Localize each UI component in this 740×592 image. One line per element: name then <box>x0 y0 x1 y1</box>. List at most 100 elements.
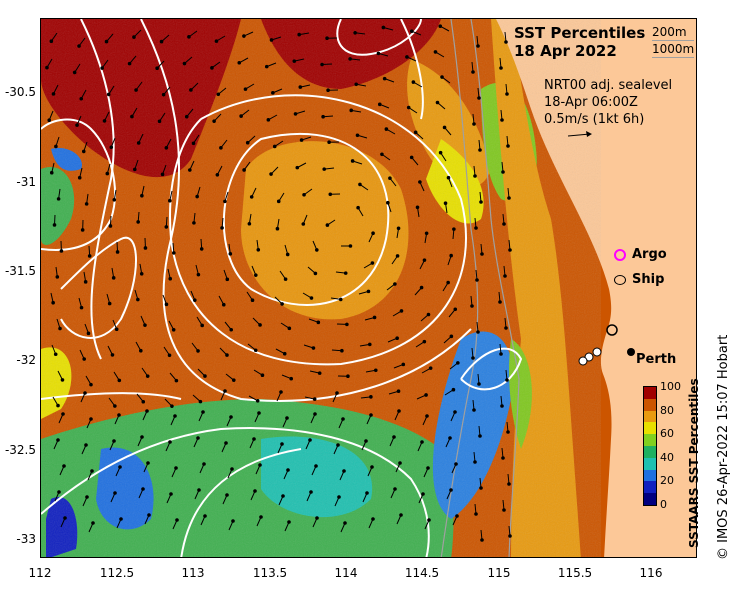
current-arrow-head <box>60 378 65 382</box>
current-arrow-head <box>393 282 397 286</box>
current-arrow-head <box>499 352 503 356</box>
current-arrow-head <box>325 36 329 41</box>
depth-200m-label: 200m <box>652 24 695 41</box>
current-arrow-head <box>298 85 303 89</box>
current-arrow-head <box>259 515 263 519</box>
current-arrow-head <box>348 57 352 61</box>
ship-marker-icon <box>614 274 626 285</box>
current-arrow-head <box>164 225 169 229</box>
current-arrow-head <box>424 231 429 236</box>
x-tick-label: 114.5 <box>404 566 440 580</box>
current-arrow-head <box>141 399 146 404</box>
x-tick-label: 116 <box>639 566 663 580</box>
current-arrow-head <box>139 272 144 276</box>
current-arrow-head <box>250 298 255 303</box>
current-arrow-head <box>422 339 427 344</box>
current-arrow-head <box>371 231 375 236</box>
current-arrow-head <box>350 159 355 163</box>
current-arrow-head <box>171 327 176 332</box>
current-arrow-head <box>282 351 287 356</box>
depth-contour-legend: 200m 1000m <box>652 24 695 58</box>
ship-marker-4 <box>578 356 588 366</box>
current-arrow-head <box>297 32 301 37</box>
current-arrow-head <box>381 25 386 30</box>
current-arrow-head <box>175 518 179 522</box>
current-arrow-head <box>271 91 275 95</box>
current-arrow-head <box>145 374 150 378</box>
colorbar-segment <box>644 493 656 505</box>
current-arrow-head <box>225 493 229 497</box>
current-arrow-head <box>317 371 322 375</box>
current-arrow-head <box>136 141 141 145</box>
colorbar-title: SSTAARS SST Percentiles <box>687 378 701 548</box>
current-arrow-head <box>507 196 511 200</box>
current-arrow-head <box>100 66 104 70</box>
current-arrow-head <box>51 92 56 96</box>
current-arrow-head <box>49 170 54 175</box>
current-arrow-head <box>281 494 285 498</box>
x-tick-label: 113.5 <box>252 566 288 580</box>
current-arrow-head <box>56 438 60 442</box>
map-title: SST Percentiles 18 Apr 2022 <box>514 24 645 60</box>
current-arrow-head <box>89 382 93 387</box>
current-arrow-head <box>451 387 456 392</box>
current-arrow-head <box>370 465 374 469</box>
colorbar-tick: 20 <box>660 474 674 487</box>
current-arrow-head <box>109 145 114 150</box>
current-arrow-head <box>107 301 112 306</box>
title-line-1: SST Percentiles <box>514 24 646 42</box>
current-arrow-head <box>508 248 512 252</box>
model-time: 18-Apr 06:00Z <box>544 95 638 110</box>
current-arrow-head <box>285 252 290 257</box>
current-arrow-head <box>83 391 87 395</box>
current-arrow-head <box>446 175 451 180</box>
current-arrow-head <box>442 125 447 130</box>
current-arrow-head <box>167 353 172 358</box>
current-arrow-head <box>499 66 503 70</box>
current-arrow-head <box>219 146 223 150</box>
current-arrow-head <box>299 138 304 142</box>
current-arrow-head <box>315 516 319 520</box>
current-arrow-head <box>75 123 79 127</box>
current-arrow-head <box>276 199 281 204</box>
current-arrow-head <box>369 395 373 399</box>
current-arrow-head <box>446 280 450 285</box>
bathy-contour-1000m <box>440 19 479 557</box>
colorbar-segment <box>644 410 656 423</box>
current-arrow-head <box>196 349 200 353</box>
current-arrow-head <box>212 119 216 123</box>
current-arrow-head <box>52 223 57 227</box>
legend-ship: Ship <box>614 272 664 287</box>
current-arrow-head <box>438 24 443 29</box>
current-arrow-head <box>315 248 319 252</box>
map-panel[interactable] <box>40 18 697 558</box>
current-arrow-head <box>321 114 325 119</box>
current-arrow-head <box>196 436 200 440</box>
current-arrow-head <box>449 253 453 258</box>
current-arrow-head <box>386 200 390 205</box>
current-arrow-head <box>247 221 252 226</box>
y-tick-label: -31.5 <box>4 264 36 278</box>
current-arrow-head <box>426 312 431 317</box>
current-arrow-head <box>229 415 233 419</box>
current-arrow-head <box>311 346 316 350</box>
current-arrow-head <box>293 112 298 116</box>
current-arrow-head <box>62 464 66 468</box>
current-arrow-head <box>480 538 484 542</box>
current-arrow-head <box>279 390 283 394</box>
colorbar-tick: 0 <box>660 498 667 511</box>
current-arrow-head <box>231 378 236 382</box>
current-arrow-head <box>106 92 111 97</box>
current-arrow-head <box>114 327 119 332</box>
current-arrow-head <box>370 261 375 265</box>
current-arrow-head <box>452 227 456 231</box>
current-arrow-head <box>184 114 189 119</box>
current-arrow-head <box>83 280 88 284</box>
current-arrow-head <box>260 373 265 378</box>
y-tick-label: -32.5 <box>4 443 36 457</box>
current-arrow-head <box>287 326 292 331</box>
current-arrow-head <box>449 488 453 492</box>
current-arrow-head <box>87 254 92 258</box>
current-arrow-head <box>326 88 330 93</box>
current-arrow-head <box>203 514 207 518</box>
